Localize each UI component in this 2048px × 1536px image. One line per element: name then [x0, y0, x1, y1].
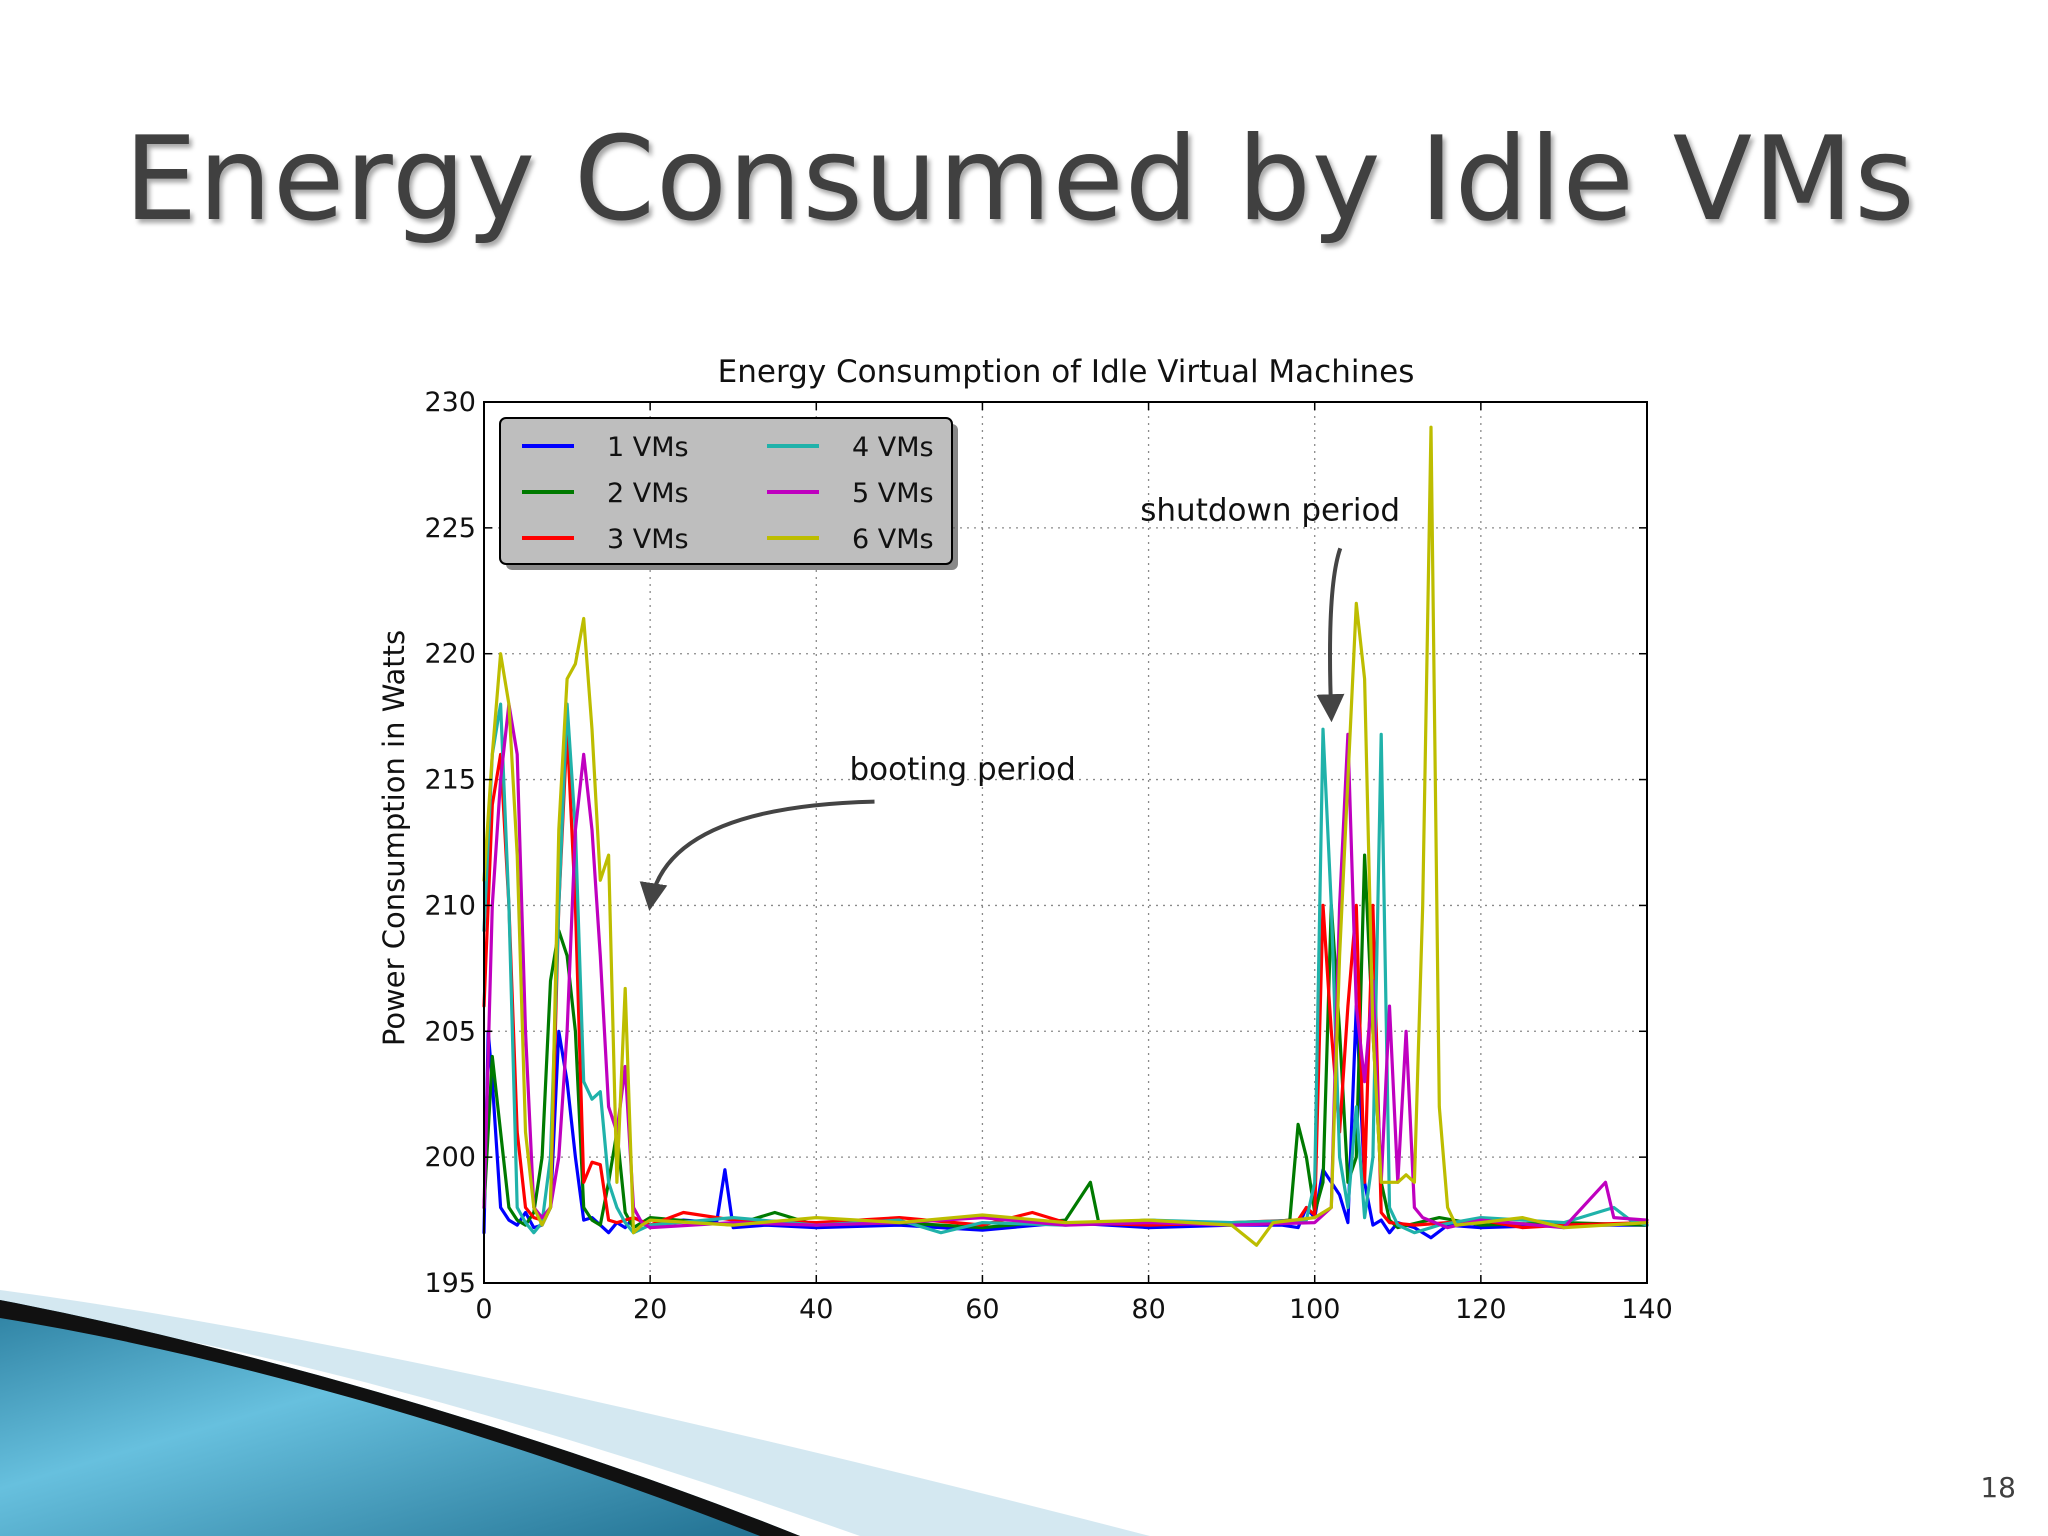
- x-tick-label: 20: [633, 1294, 667, 1325]
- x-tick-label: 80: [1131, 1294, 1165, 1325]
- legend-label: 1 VMs: [607, 432, 689, 463]
- series-line-2: [482, 853, 1649, 1230]
- legend-label: 5 VMs: [852, 478, 934, 509]
- x-tick-label: 40: [799, 1294, 833, 1325]
- legend-label: 4 VMs: [852, 432, 934, 463]
- annotation-arrow: [639, 799, 875, 911]
- swoosh-light-band: [0, 1290, 1150, 1536]
- legend-label: 3 VMs: [607, 524, 689, 555]
- y-tick-label: 225: [424, 513, 476, 544]
- x-tick-label: 0: [475, 1294, 492, 1325]
- y-tick-label: 195: [424, 1268, 476, 1299]
- legend-label: 2 VMs: [607, 478, 689, 509]
- x-tick-label: 140: [1621, 1294, 1673, 1325]
- chart-title: Energy Consumption of Idle Virtual Machi…: [718, 354, 1415, 390]
- swoosh-dark-edge: [0, 1300, 800, 1536]
- x-tick-label: 60: [965, 1294, 999, 1325]
- y-axis-label: Power Consumption in Watts: [377, 630, 411, 1046]
- annotation-label: shutdown period: [1140, 492, 1400, 528]
- slide-title: Energy Consumed by Idle VMs: [124, 112, 1916, 247]
- y-tick-label: 230: [424, 387, 476, 418]
- plot-frame: [483, 401, 1648, 1284]
- annotation-arrow: [1316, 547, 1345, 723]
- x-tick-label: 120: [1455, 1294, 1507, 1325]
- legend-box: [499, 417, 953, 565]
- series-line-6: [482, 425, 1649, 1247]
- swoosh-blue: [0, 1300, 800, 1536]
- series-line-4: [482, 702, 1649, 1235]
- y-tick-label: 215: [424, 765, 476, 796]
- annotation-label: booting period: [850, 752, 1076, 788]
- y-tick-label: 220: [424, 639, 476, 670]
- legend-label: 6 VMs: [852, 524, 934, 555]
- slide-number: 18: [1980, 1471, 2016, 1504]
- y-tick-label: 200: [424, 1142, 476, 1173]
- y-tick-label: 205: [424, 1016, 476, 1047]
- x-tick-label: 100: [1289, 1294, 1341, 1325]
- y-tick-label: 210: [424, 890, 476, 921]
